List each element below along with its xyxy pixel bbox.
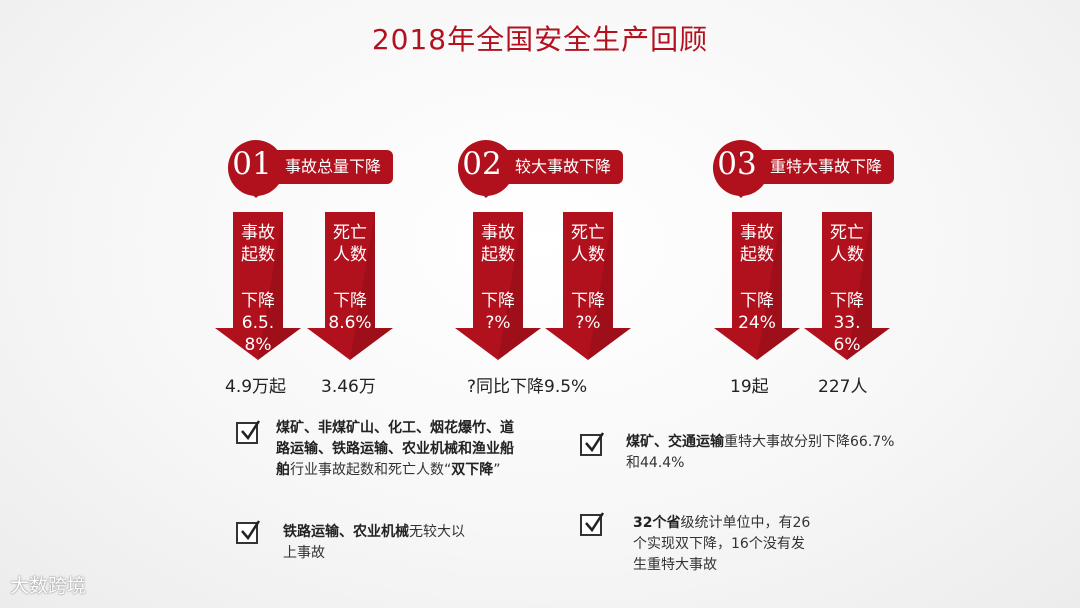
note-bold: 煤矿、交通运输 — [626, 434, 724, 450]
group-label: 事故总量下降 — [275, 150, 394, 184]
group-number: 01 — [232, 146, 272, 182]
arrow-sub: 下降 — [333, 291, 367, 311]
arrow-percent: ?% — [575, 313, 601, 333]
arrow-percent: 6.5.8% — [241, 313, 275, 355]
watermark: 大数跨境 — [10, 575, 87, 597]
page-title: 2018年全国安全生产回顾 — [371, 23, 709, 56]
note-text: 重特大事故分别下降66.7%和44.4% — [626, 434, 895, 471]
checkbox-check-icon — [580, 432, 605, 456]
group-number: 02 — [462, 146, 502, 182]
result-value: 227人 — [818, 377, 868, 397]
arrow-sub: 下降 — [241, 291, 275, 311]
checkbox-check-icon — [236, 520, 261, 544]
down-arrow-icon: 死亡人数 下降 8.6% — [307, 212, 393, 360]
note-bold: 32个省 — [633, 515, 681, 531]
checkbox-check-icon — [236, 420, 261, 444]
note-bold: 双下降 — [451, 462, 494, 478]
group-number: 03 — [717, 146, 757, 182]
note-2: 铁路运输、农业机械无较大以上事故 — [283, 522, 473, 564]
arrow-heading: 死亡人数 — [830, 223, 864, 265]
group-02: 较大事故下降 02 事故起数 下降 ?% 死亡人数 下降 ?% ?同比下降9.5… — [445, 132, 745, 397]
result-value: 19起 — [730, 377, 769, 397]
note-4: 32个省级统计单位中，有26个实现双下降，16个没有发生重特大事故 — [633, 513, 811, 576]
note-text: 级统计单位中，有26个实现双下降，16个没有发生重特大事故 — [633, 515, 811, 573]
note-1: 煤矿、非煤矿山、化工、烟花爆竹、道路运输、铁路运输、农业机械和渔业船舶行业事故起… — [276, 418, 526, 481]
group-03: 重特大事故下降 03 事故起数 下降 24% 死亡人数 下降 33.6% 19起… — [700, 132, 1000, 397]
arrow-heading: 死亡人数 — [333, 223, 367, 265]
result-value: 3.46万 — [321, 377, 376, 397]
note-text: ” — [493, 462, 501, 478]
group-label: 重特大事故下降 — [760, 150, 895, 184]
group-01: 事故总量下降 01 事故起数 下降 6.5.8% 死亡人数 下降 8.6% 4.… — [215, 132, 515, 397]
note-bold: 煤矿、非煤矿山、化工、烟花爆竹、道路运输、铁路运输、农业机械和渔业船舶 — [276, 420, 514, 478]
checkbox-check-icon — [580, 512, 605, 536]
arrow-percent: 24% — [738, 313, 776, 333]
arrow-percent: 8.6% — [328, 313, 372, 333]
arrow-percent: ?% — [485, 313, 511, 333]
note-bold: 铁路运输、农业机械 — [283, 524, 409, 540]
result-value: ?同比下降9.5% — [467, 377, 588, 397]
arrow-percent: 33.6% — [833, 313, 861, 355]
arrow-sub: 下降 — [571, 291, 605, 311]
note-text: 行业事故起数和死亡人数“ — [290, 462, 452, 478]
down-arrow-icon: 死亡人数 下降 33.6% — [804, 212, 890, 360]
arrow-heading: 死亡人数 — [571, 223, 605, 265]
location-pin-icon — [227, 140, 284, 198]
down-arrow-icon: 事故起数 下降 ?% — [455, 212, 541, 360]
arrow-heading: 事故起数 — [740, 223, 774, 265]
arrow-heading: 事故起数 — [481, 223, 515, 265]
down-arrow-icon: 事故起数 下降 24% — [714, 212, 800, 360]
group-label: 较大事故下降 — [505, 150, 624, 184]
arrow-heading: 事故起数 — [241, 223, 275, 265]
arrow-sub: 下降 — [481, 291, 515, 311]
result-value: 4.9万起 — [225, 377, 287, 397]
location-pin-icon — [457, 140, 514, 198]
down-arrow-icon: 死亡人数 下降 ?% — [545, 212, 631, 360]
note-3: 煤矿、交通运输重特大事故分别下降66.7%和44.4% — [626, 432, 896, 474]
note-text: 无较大以上事故 — [283, 524, 465, 561]
arrow-sub: 下降 — [830, 291, 864, 311]
arrow-sub: 下降 — [740, 291, 774, 311]
down-arrow-icon: 事故起数 下降 6.5.8% — [215, 212, 301, 360]
location-pin-icon — [712, 140, 769, 198]
